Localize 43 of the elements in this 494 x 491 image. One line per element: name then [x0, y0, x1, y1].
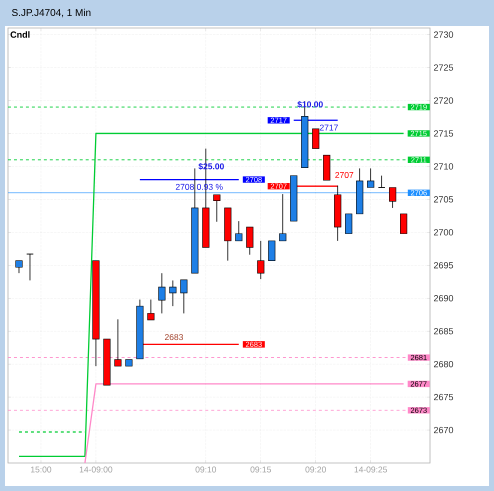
annotation: 2683	[164, 334, 183, 340]
candlestick	[268, 240, 276, 262]
x-tick-label: 15:00	[31, 466, 52, 473]
candlestick	[345, 213, 352, 234]
candlestick	[147, 299, 154, 320]
candlestick	[26, 254, 34, 281]
candlestick	[180, 279, 188, 314]
x-tick-label: 09:15	[250, 466, 272, 473]
annotation: 2707	[335, 172, 354, 178]
candlestick	[169, 280, 176, 307]
candlestick	[15, 260, 23, 274]
x-tick-label: 14-09:00	[80, 466, 112, 473]
y-tick-label: 2685	[434, 328, 454, 334]
candlestick	[400, 213, 408, 234]
candlestick	[389, 187, 396, 208]
y-tick-label: 2710	[434, 163, 454, 170]
candlestick	[158, 272, 166, 314]
candlestick	[246, 226, 254, 256]
candlestick	[114, 318, 122, 367]
candlestick	[213, 194, 220, 222]
y-tick-label: 2725	[434, 64, 454, 71]
candlestick	[257, 240, 264, 280]
x-tick-label: 09:10	[196, 466, 216, 473]
annotation: Cndl	[10, 31, 30, 38]
y-tick-label: 2715	[434, 130, 454, 137]
y-tick-label: 2705	[434, 196, 454, 203]
y-tick-label: 2675	[434, 394, 454, 400]
x-tick-label: 14-09:25	[354, 466, 388, 473]
candlestick	[378, 175, 386, 188]
candlestick	[312, 128, 320, 150]
candlestick	[279, 194, 286, 242]
y-tick-label: 2700	[434, 229, 454, 236]
y-tick-label: 2680	[434, 360, 454, 368]
x-tick-label: 09:20	[305, 466, 326, 473]
candlestick	[235, 220, 242, 242]
chart-title: S.JP.J4704, 1 Min	[12, 8, 90, 18]
y-tick-label: 2720	[434, 97, 454, 104]
y-tick-label: 2670	[434, 426, 454, 434]
y-tick-label: 2695	[434, 262, 454, 268]
y-tick-label: 2730	[434, 31, 454, 38]
candlestick	[367, 168, 374, 188]
y-tick-label: 2690	[434, 295, 454, 302]
annotation: 2717	[320, 124, 338, 130]
